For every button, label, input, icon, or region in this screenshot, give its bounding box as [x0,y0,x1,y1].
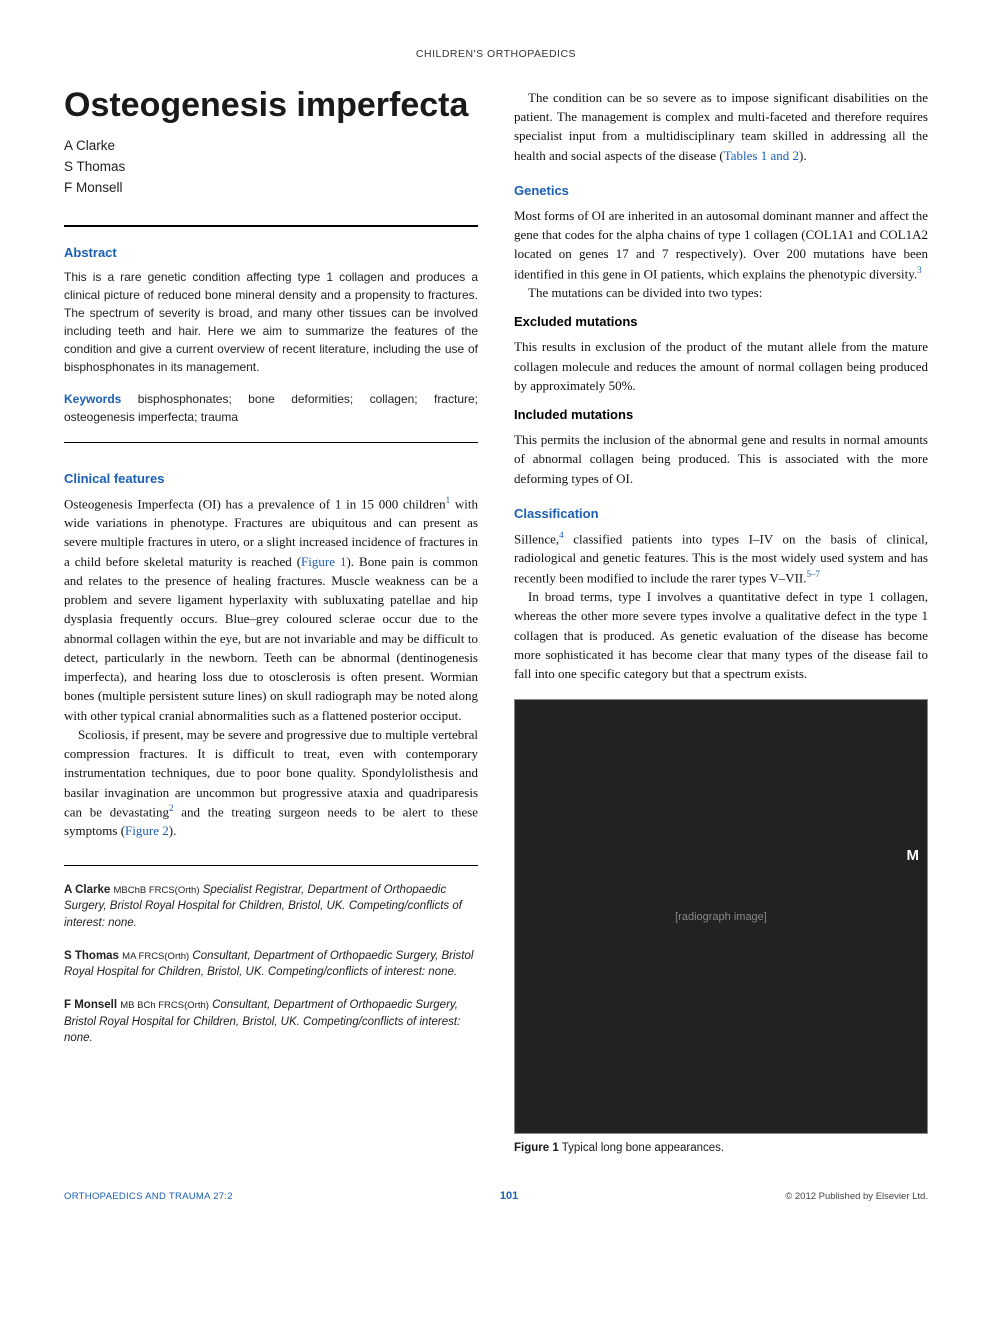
clinical-features-heading: Clinical features [64,471,478,486]
text: Most forms of OI are inherited in an aut… [514,208,928,281]
clinical-features-p2: Scoliosis, if present, may be severe and… [64,725,478,841]
divider [64,442,478,443]
figure-caption-text: Typical long bone appearances. [559,1142,724,1154]
text: The condition can be so severe as to imp… [514,90,928,163]
divider [64,225,478,227]
genetics-p2: The mutations can be divided into two ty… [514,283,928,302]
affil-name: F Monsell [64,999,117,1011]
included-heading: Included mutations [514,407,928,422]
affiliation-1: A Clarke MBChB FRCS(Orth) Specialist Reg… [64,882,478,932]
figure-marker: M [907,847,920,864]
abstract-heading: Abstract [64,245,478,260]
ref-3[interactable]: 3 [917,265,922,275]
affil-cred: MA FRCS(Orth) [122,951,189,962]
two-column-layout: Osteogenesis imperfecta A Clarke S Thoma… [64,88,928,1154]
text: classified patients into types I–IV on t… [514,531,928,585]
excluded-p1: This results in exclusion of the product… [514,337,928,395]
affil-name: A Clarke [64,884,110,896]
article-title: Osteogenesis imperfecta [64,88,478,124]
text: Sillence, [514,531,559,546]
text: ). [169,823,177,838]
tables-link[interactable]: Tables 1 and 2 [724,148,799,163]
genetics-p1: Most forms of OI are inherited in an aut… [514,206,928,283]
keywords-label: Keywords [64,392,121,406]
copyright: © 2012 Published by Elsevier Ltd. [785,1191,928,1202]
figure-1-caption: Figure 1 Typical long bone appearances. [514,1142,928,1154]
text: ). [799,148,807,163]
figure-1-link[interactable]: Figure 1 [301,554,346,569]
affil-cred: MB BCh FRCS(Orth) [120,1000,209,1011]
figure-label: Figure 1 [514,1142,559,1154]
text: Osteogenesis Imperfecta (OI) has a preva… [64,496,446,511]
classification-p1: Sillence,4 classified patients into type… [514,529,928,587]
page-number: 101 [500,1190,518,1202]
classification-heading: Classification [514,506,928,521]
section-header: CHILDREN'S ORTHOPAEDICS [64,48,928,60]
text: ). Bone pain is common and relates to th… [64,554,478,723]
affil-cred: MBChB FRCS(Orth) [113,885,199,896]
page-footer: ORTHOPAEDICS AND TRAUMA 27:2 101 © 2012 … [64,1190,928,1202]
author-2: S Thomas [64,159,478,174]
figure-1: [radiograph image] M [514,699,928,1134]
genetics-heading: Genetics [514,183,928,198]
affil-name: S Thomas [64,950,119,962]
affiliation-2: S Thomas MA FRCS(Orth) Consultant, Depar… [64,948,478,981]
keywords: Keywords bisphosphonates; bone deformiti… [64,390,478,426]
intro-continuation: The condition can be so severe as to imp… [514,88,928,165]
figure-placeholder: [radiograph image] [675,911,767,923]
right-column: The condition can be so severe as to imp… [514,88,928,1154]
author-1: A Clarke [64,138,478,153]
left-column: Osteogenesis imperfecta A Clarke S Thoma… [64,88,478,1154]
figure-2-link[interactable]: Figure 2 [125,823,169,838]
divider [64,865,478,866]
abstract-text: This is a rare genetic condition affecti… [64,268,478,376]
classification-p2: In broad terms, type I involves a quanti… [514,587,928,683]
author-3: F Monsell [64,180,478,195]
included-p1: This permits the inclusion of the abnorm… [514,430,928,488]
journal-name: ORTHOPAEDICS AND TRAUMA 27:2 [64,1191,233,1202]
ref-5-7[interactable]: 5–7 [807,569,821,579]
clinical-features-p1: Osteogenesis Imperfecta (OI) has a preva… [64,494,478,725]
excluded-heading: Excluded mutations [514,314,928,329]
affiliation-3: F Monsell MB BCh FRCS(Orth) Consultant, … [64,997,478,1047]
keywords-text: bisphosphonates; bone deformities; colla… [64,392,478,424]
